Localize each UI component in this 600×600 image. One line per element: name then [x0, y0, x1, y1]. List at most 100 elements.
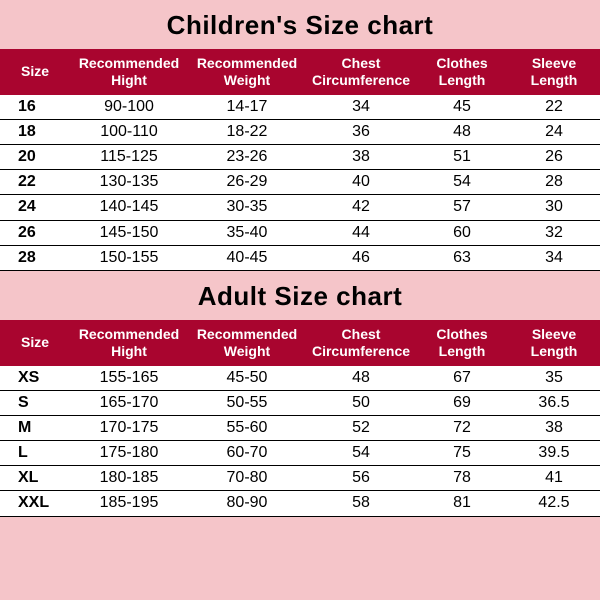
col-clothes: ClothesLength — [416, 326, 508, 360]
table-cell: 35-40 — [188, 223, 306, 242]
table-cell: 40-45 — [188, 248, 306, 267]
table-cell: 26 — [0, 223, 70, 242]
table-cell: 67 — [416, 368, 508, 387]
col-size: Size — [0, 334, 70, 351]
table-cell: 32 — [508, 223, 600, 242]
table-cell: 46 — [306, 248, 416, 267]
table-cell: 63 — [416, 248, 508, 267]
table-cell: 52 — [306, 418, 416, 437]
table-cell: 72 — [416, 418, 508, 437]
table-cell: 48 — [416, 122, 508, 141]
table-cell: 26-29 — [188, 172, 306, 191]
col-chest: ChestCircumference — [306, 55, 416, 89]
table-cell: 41 — [508, 468, 600, 487]
table-cell: 51 — [416, 147, 508, 166]
table-cell: 55-60 — [188, 418, 306, 437]
table-cell: 60 — [416, 223, 508, 242]
table-cell: 18 — [0, 122, 70, 141]
table-cell: 57 — [416, 197, 508, 216]
table-row: XXL185-19580-90588142.5 — [0, 491, 600, 516]
table-cell: 50-55 — [188, 393, 306, 412]
table-cell: 20 — [0, 147, 70, 166]
table-cell: 50 — [306, 393, 416, 412]
table-row: 22130-13526-29405428 — [0, 170, 600, 195]
table-cell: 28 — [0, 248, 70, 267]
col-height: RecommendedHight — [70, 326, 188, 360]
table-cell: 45-50 — [188, 368, 306, 387]
table-cell: 30-35 — [188, 197, 306, 216]
col-weight: RecommendedWeight — [188, 326, 306, 360]
table-cell: 39.5 — [508, 443, 600, 462]
table-cell: 26 — [508, 147, 600, 166]
table-cell: 115-125 — [70, 147, 188, 166]
table-cell: 145-150 — [70, 223, 188, 242]
table-row: 28150-15540-45466334 — [0, 246, 600, 271]
table-cell: 24 — [0, 197, 70, 216]
table-cell: 54 — [306, 443, 416, 462]
table-cell: 155-165 — [70, 368, 188, 387]
table-cell: M — [0, 418, 70, 437]
table-cell: 150-155 — [70, 248, 188, 267]
children-title: Children's Size chart — [0, 0, 600, 49]
table-cell: 60-70 — [188, 443, 306, 462]
table-cell: 70-80 — [188, 468, 306, 487]
table-cell: 23-26 — [188, 147, 306, 166]
table-cell: 28 — [508, 172, 600, 191]
table-row: XL180-18570-80567841 — [0, 466, 600, 491]
col-clothes: ClothesLength — [416, 55, 508, 89]
table-cell: XXL — [0, 493, 70, 512]
col-weight: RecommendedWeight — [188, 55, 306, 89]
table-cell: 35 — [508, 368, 600, 387]
table-row: 26145-15035-40446032 — [0, 221, 600, 246]
table-cell: 90-100 — [70, 97, 188, 116]
table-cell: 69 — [416, 393, 508, 412]
table-cell: 45 — [416, 97, 508, 116]
table-cell: 38 — [508, 418, 600, 437]
table-cell: 34 — [306, 97, 416, 116]
table-cell: 42 — [306, 197, 416, 216]
table-cell: S — [0, 393, 70, 412]
table-cell: 24 — [508, 122, 600, 141]
table-row: 1690-10014-17344522 — [0, 95, 600, 120]
table-cell: 100-110 — [70, 122, 188, 141]
table-cell: 140-145 — [70, 197, 188, 216]
table-cell: 54 — [416, 172, 508, 191]
table-cell: 34 — [508, 248, 600, 267]
table-cell: 170-175 — [70, 418, 188, 437]
table-cell: 18-22 — [188, 122, 306, 141]
table-cell: 22 — [508, 97, 600, 116]
table-row: 24140-14530-35425730 — [0, 195, 600, 220]
table-cell: 180-185 — [70, 468, 188, 487]
table-cell: 22 — [0, 172, 70, 191]
col-size: Size — [0, 63, 70, 80]
table-cell: XS — [0, 368, 70, 387]
table-cell: 58 — [306, 493, 416, 512]
col-sleeve: SleeveLength — [508, 326, 600, 360]
table-cell: 36 — [306, 122, 416, 141]
table-cell: 78 — [416, 468, 508, 487]
table-cell: 75 — [416, 443, 508, 462]
adult-title: Adult Size chart — [0, 271, 600, 320]
table-cell: 48 — [306, 368, 416, 387]
col-chest: ChestCircumference — [306, 326, 416, 360]
table-cell: L — [0, 443, 70, 462]
table-cell: 44 — [306, 223, 416, 242]
table-cell: 40 — [306, 172, 416, 191]
table-row: M170-17555-60527238 — [0, 416, 600, 441]
table-row: L175-18060-70547539.5 — [0, 441, 600, 466]
adult-size-chart: Adult Size chart Size RecommendedHight R… — [0, 271, 600, 517]
table-cell: 14-17 — [188, 97, 306, 116]
table-row: 18100-11018-22364824 — [0, 120, 600, 145]
table-row: XS155-16545-50486735 — [0, 366, 600, 391]
table-cell: 175-180 — [70, 443, 188, 462]
table-row: 20115-12523-26385126 — [0, 145, 600, 170]
table-cell: 56 — [306, 468, 416, 487]
table-cell: 80-90 — [188, 493, 306, 512]
table-cell: 42.5 — [508, 493, 600, 512]
adult-header-row: Size RecommendedHight RecommendedWeight … — [0, 320, 600, 366]
children-header-row: Size RecommendedHight RecommendedWeight … — [0, 49, 600, 95]
table-cell: 130-135 — [70, 172, 188, 191]
table-cell: 165-170 — [70, 393, 188, 412]
table-cell: XL — [0, 468, 70, 487]
table-cell: 38 — [306, 147, 416, 166]
